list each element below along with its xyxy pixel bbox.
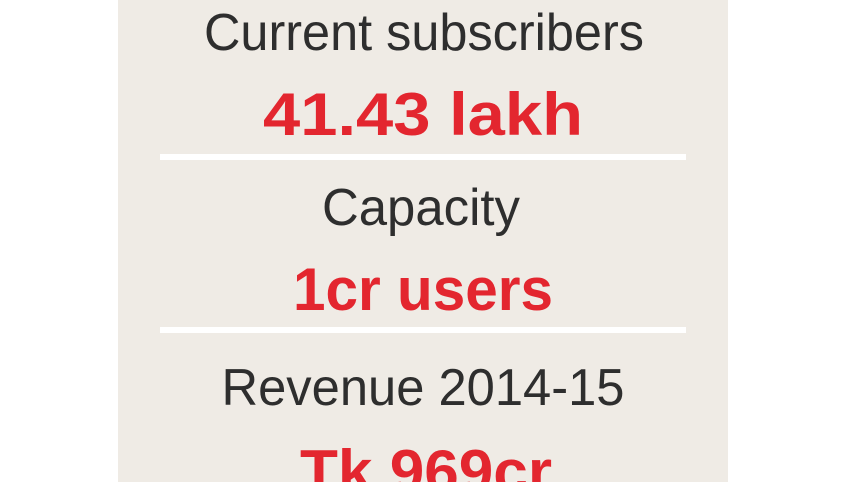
stat-label: Revenue 2014-15 <box>222 359 625 417</box>
panel <box>118 0 728 482</box>
stat-value: Tk 969cr <box>300 438 552 482</box>
stat-value: 1cr users <box>293 256 553 323</box>
stat-label: Current subscribers <box>204 4 644 62</box>
stat-value: 41.43 lakh <box>263 81 583 148</box>
stat-label: Capacity <box>322 179 520 237</box>
